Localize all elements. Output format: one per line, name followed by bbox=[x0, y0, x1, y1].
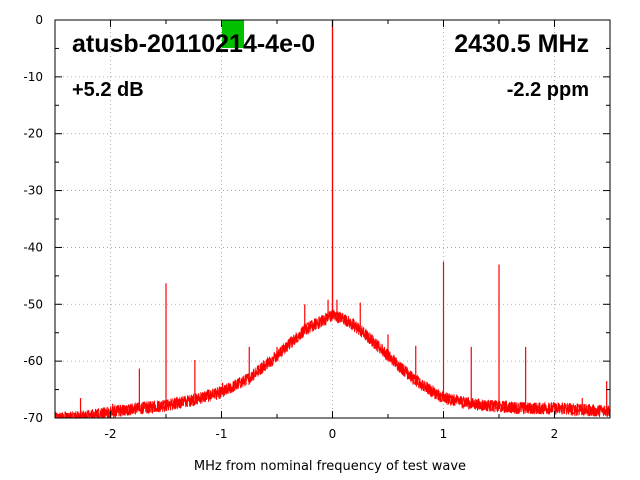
frequency-label: 2430.5 MHz bbox=[454, 30, 589, 58]
gain-label: +5.2 dB bbox=[72, 79, 144, 101]
ppm-label: -2.2 ppm bbox=[507, 79, 589, 101]
x-tick-label: -2 bbox=[105, 427, 117, 441]
y-tick-label: -40 bbox=[23, 240, 43, 254]
y-tick-label: -70 bbox=[23, 411, 43, 425]
y-tick-label: -10 bbox=[23, 70, 43, 84]
x-tick-label: -1 bbox=[216, 427, 228, 441]
x-tick-label: 2 bbox=[551, 427, 559, 441]
y-tick-label: -20 bbox=[23, 127, 43, 141]
x-axis-title: MHz from nominal frequency of test wave bbox=[194, 459, 466, 474]
axis-ticks: -2 -1 0 1 20-10-20-30-40-50-60-70 bbox=[23, 13, 611, 441]
x-tick-label: 0 bbox=[329, 427, 337, 441]
spur-lines bbox=[79, 261, 608, 417]
y-tick-label: -50 bbox=[23, 297, 43, 311]
y-tick-label: 0 bbox=[35, 13, 43, 27]
x-tick-label: 1 bbox=[440, 427, 448, 441]
device-label: atusb-20110214-4e-0 bbox=[72, 30, 315, 58]
y-tick-label: -30 bbox=[23, 184, 43, 198]
y-tick-label: -60 bbox=[23, 354, 43, 368]
status-indicator bbox=[222, 20, 244, 48]
